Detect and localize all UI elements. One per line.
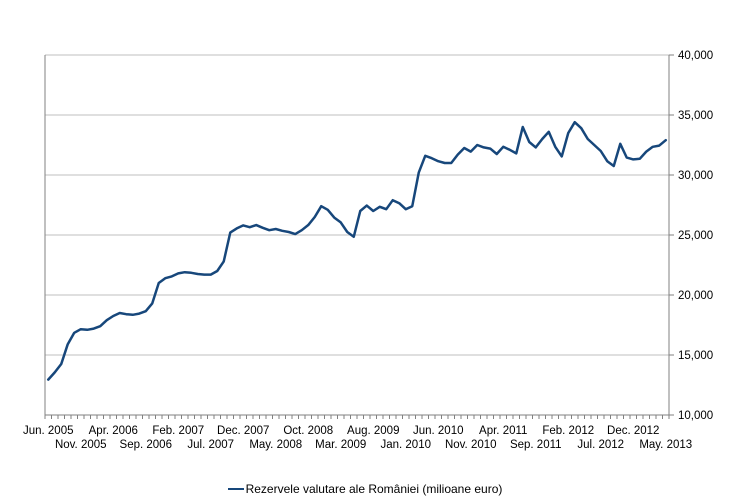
legend-label: Rezervele valutare ale României (milioan… <box>245 482 503 496</box>
y-axis-label: 20,000 <box>678 290 713 302</box>
legend-line-icon <box>227 487 244 491</box>
x-axis-label: Jun. 2005 <box>23 425 74 437</box>
x-axis-label: Nov. 2005 <box>55 439 107 451</box>
series-line <box>47 120 667 381</box>
x-axis-label: May. 2013 <box>639 439 692 451</box>
x-axis-label: Jan. 2010 <box>380 439 431 451</box>
y-axis-label: 25,000 <box>678 230 713 242</box>
y-axis-label: 30,000 <box>678 170 713 182</box>
x-axis-label: Dec. 2012 <box>607 425 659 437</box>
x-axis-label: Sep. 2006 <box>120 439 172 451</box>
x-axis-label: Dec. 2007 <box>217 425 269 437</box>
x-axis-label: Jul. 2007 <box>187 439 234 451</box>
x-axis-label: Feb. 2012 <box>542 425 594 437</box>
x-axis-label: Nov. 2010 <box>445 439 497 451</box>
x-axis-label: Aug. 2009 <box>347 425 399 437</box>
x-axis-label: Apr. 2011 <box>479 425 527 437</box>
y-axis-label: 10,000 <box>678 410 713 422</box>
y-axis-label: 35,000 <box>678 110 713 122</box>
x-axis-label: Jul. 2012 <box>577 439 624 451</box>
x-axis-label: Feb. 2007 <box>152 425 204 437</box>
legend: Rezervele valutare ale României (milioan… <box>0 482 730 496</box>
y-axis-label: 40,000 <box>678 50 713 62</box>
x-axis-label: Mar. 2009 <box>315 439 366 451</box>
x-axis-label: Apr. 2006 <box>89 425 138 437</box>
x-axis-label: Jun. 2010 <box>413 425 464 437</box>
x-axis-label: Sep. 2011 <box>510 439 562 451</box>
x-axis-label: May. 2008 <box>249 439 302 451</box>
x-axis-label: Oct. 2008 <box>283 425 333 437</box>
y-axis-label: 15,000 <box>678 350 713 362</box>
